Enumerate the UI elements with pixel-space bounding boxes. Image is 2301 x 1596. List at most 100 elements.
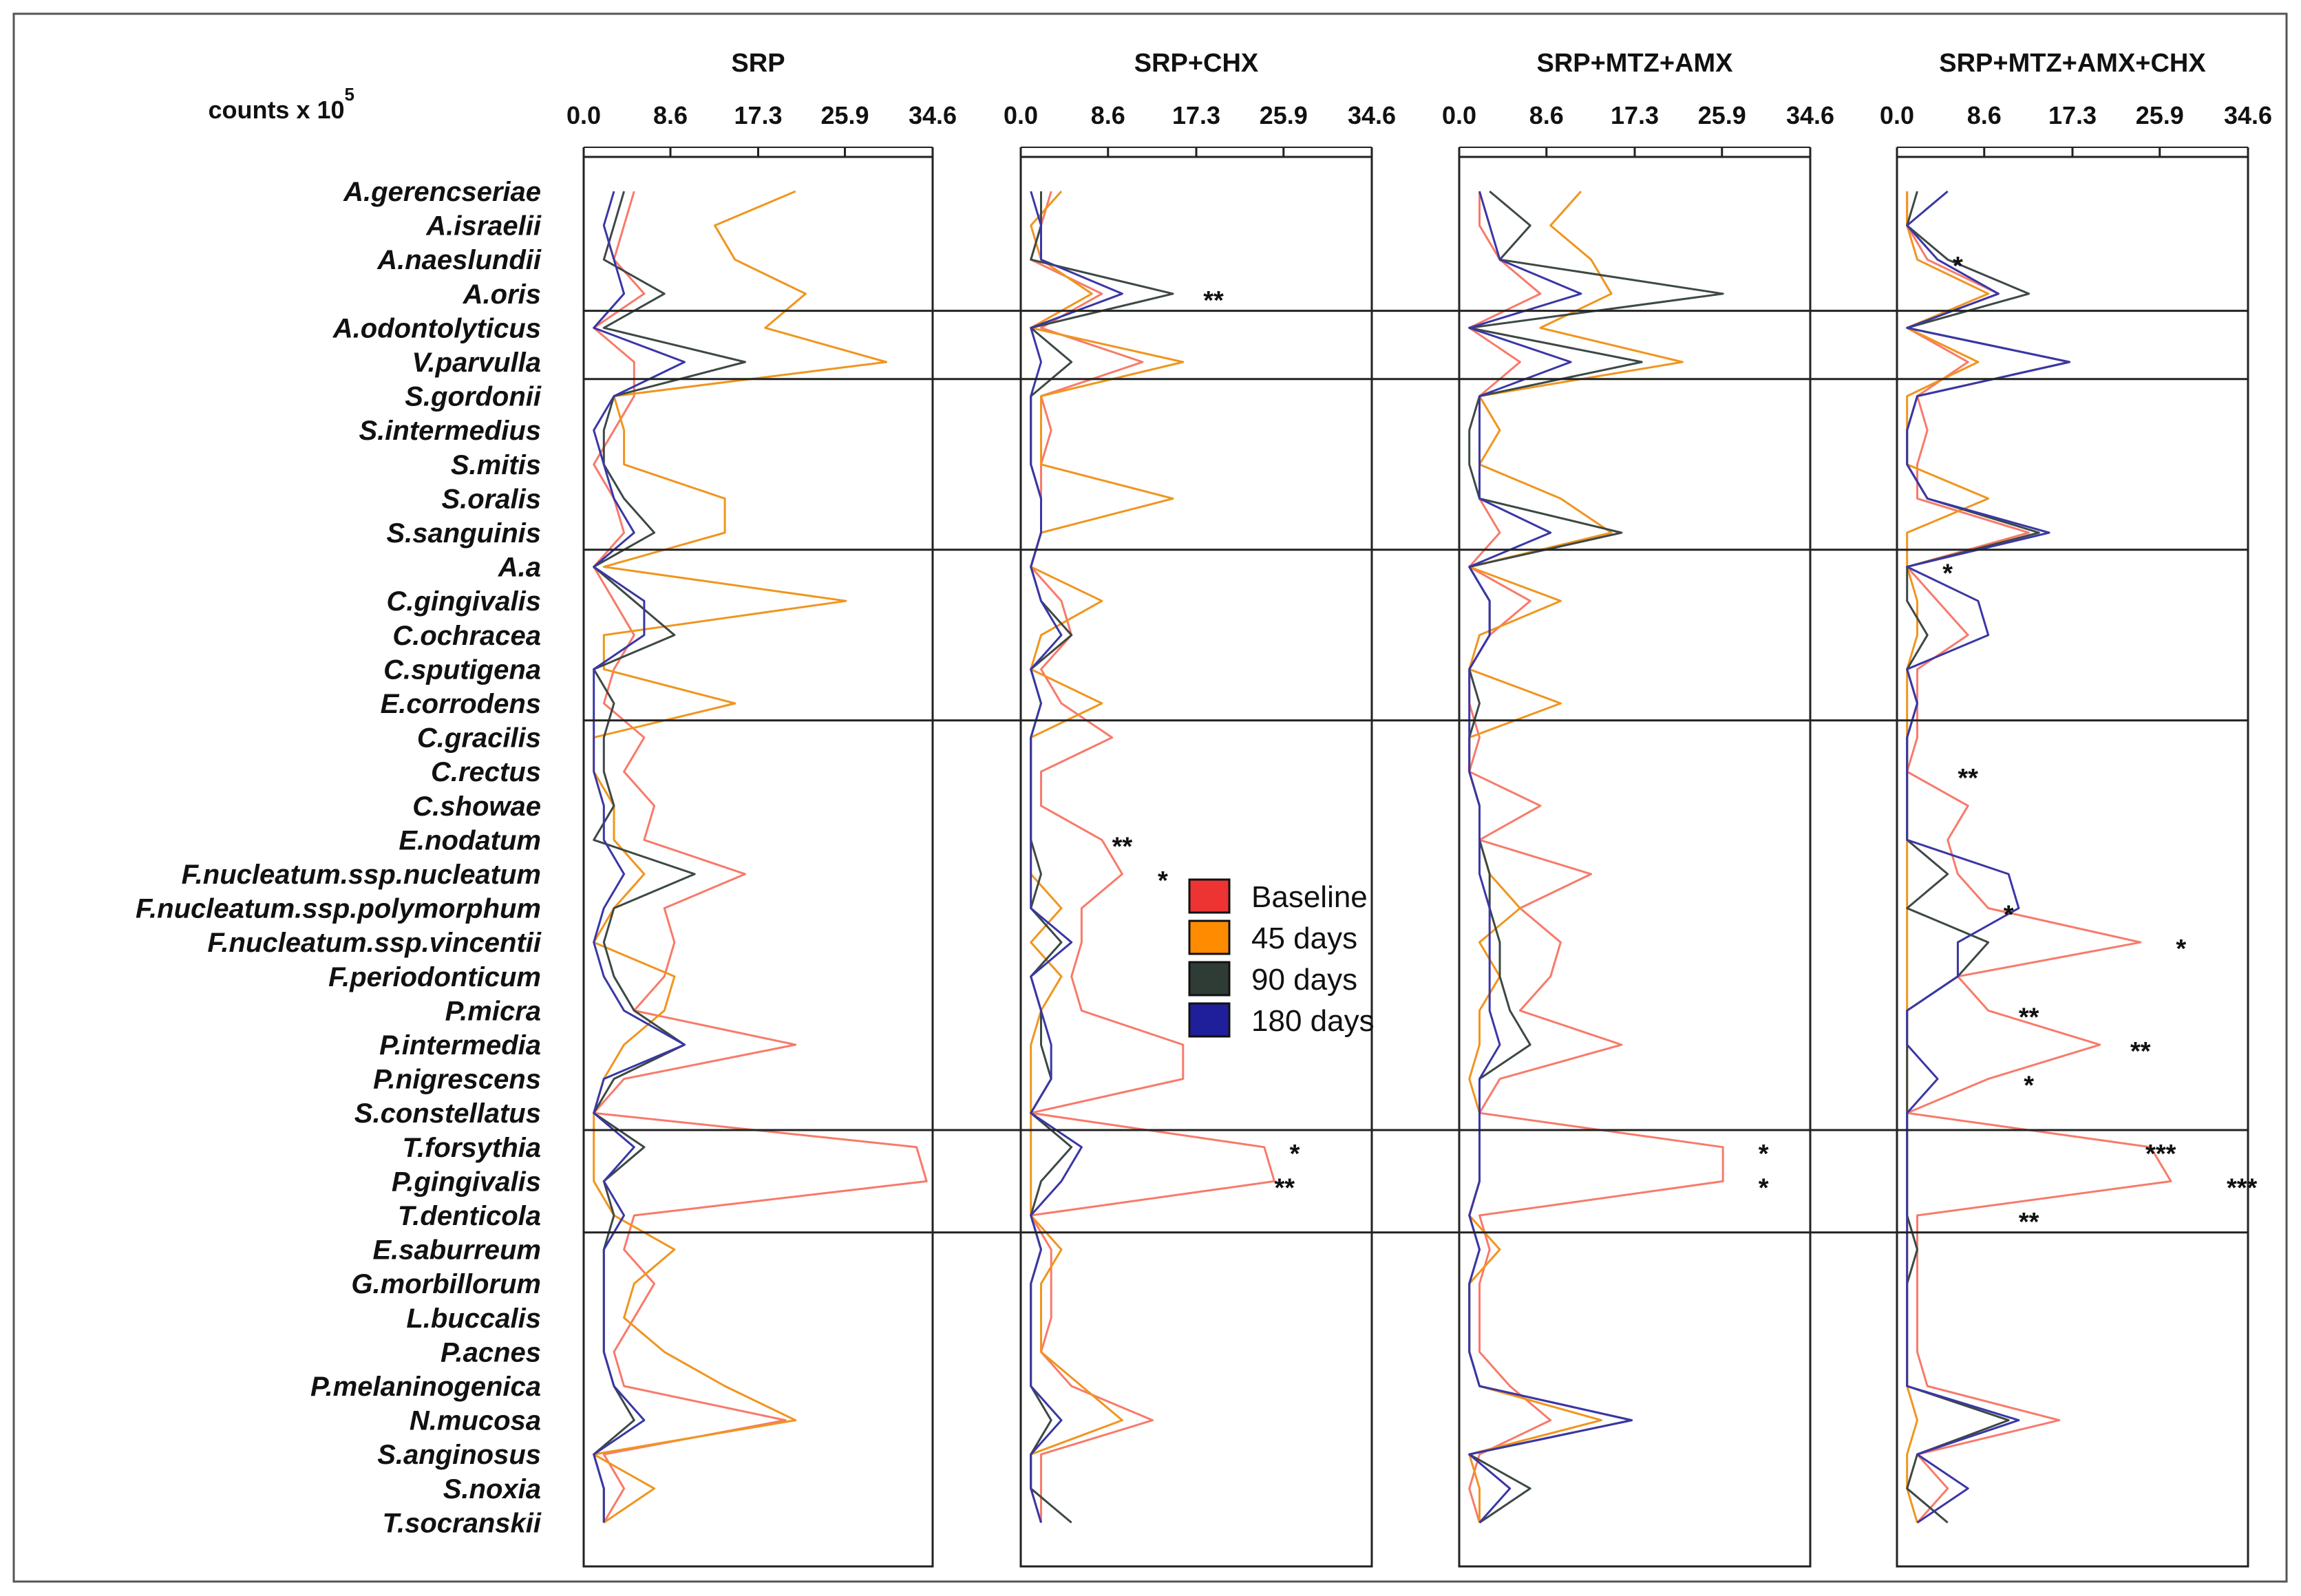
species-label: V.parvulla (412, 348, 541, 378)
species-label: C.showae (412, 791, 541, 822)
series-line-baseline (1906, 191, 2172, 1524)
species-label: T.forsythia (402, 1133, 541, 1163)
species-label: S.constellatus (354, 1098, 541, 1129)
species-label: T.denticola (398, 1201, 541, 1231)
species-label: F.periodonticum (328, 962, 541, 992)
panel-title: SRP+MTZ+AMX+CHX (1939, 49, 2206, 78)
significance-marker: * (2024, 1072, 2034, 1100)
series-line-180-days (593, 191, 686, 1523)
legend-label: 180 days (1251, 1004, 1375, 1038)
species-label: A.oris (463, 279, 541, 310)
x-tick-label: 8.6 (1091, 101, 1125, 129)
species-label: A.gerencseriae (343, 177, 541, 207)
x-tick-label: 17.3 (1172, 101, 1220, 129)
x-tick-label: 17.3 (734, 101, 782, 129)
x-tick-label: 25.9 (1698, 101, 1746, 129)
species-label: C.ochracea (392, 621, 541, 651)
x-tick-label: 8.6 (653, 101, 688, 129)
significance-marker: * (1158, 866, 1168, 895)
species-label: P.acnes (441, 1337, 541, 1368)
series-line-90-days (1030, 191, 1174, 1524)
significance-marker: ** (2019, 1003, 2039, 1032)
species-label: S.sanguinis (387, 518, 542, 549)
significance-marker: ** (2130, 1037, 2151, 1066)
series-line-180-days (1030, 191, 1123, 1523)
x-tick-label: 8.6 (1967, 101, 2002, 129)
species-label: F.nucleatum.ssp.vincentii (207, 928, 541, 958)
panel-frame (1896, 156, 2249, 1568)
significance-marker: * (2004, 901, 2014, 930)
x-tick-label: 25.9 (2136, 101, 2184, 129)
species-label: S.intermedius (359, 416, 541, 446)
legend-swatch (1188, 1002, 1231, 1038)
x-tick-label: 0.0 (1442, 101, 1476, 129)
legend-label: Baseline (1251, 880, 1368, 914)
species-label: E.saburreum (372, 1235, 541, 1266)
x-tick-label: 17.3 (1611, 101, 1659, 129)
series-line-90-days (1906, 191, 2071, 1524)
species-label: A.odontolyticus (332, 313, 541, 343)
panel-title: SRP (731, 49, 785, 78)
species-label: E.corrodens (381, 689, 541, 719)
figure-frame (12, 12, 2288, 1583)
series-line-baseline (593, 191, 928, 1524)
species-label: S.mitis (451, 450, 541, 480)
species-label: S.anginosus (377, 1440, 541, 1470)
species-label: P.intermedia (379, 1030, 541, 1061)
legend-label: 90 days (1251, 963, 1357, 997)
series-line-45-days (1906, 191, 1990, 1523)
x-tick-label: 34.6 (1348, 101, 1396, 129)
significance-marker: * (1759, 1140, 1769, 1169)
panels: SRP 0.0 8.6 17.3 25.9 34.6 SRP+CHX 0.0 8.6 17.3 25… (566, 49, 2272, 1568)
species-label: S.oralis (441, 484, 541, 514)
species-label: C.gingivalis (387, 586, 542, 617)
panel-4: SRP+MTZ+AMX+CHX 0.0 8.6 17.3 25.9 34.6 (1880, 49, 2272, 1568)
x-tick-label: 0.0 (1880, 101, 1914, 129)
species-label: P.gingivalis (392, 1167, 541, 1197)
x-tick-label: 0.0 (1004, 101, 1038, 129)
species-label: C.sputigena (383, 655, 541, 685)
series-line-180-days (1906, 190, 2071, 1524)
legend-swatch (1188, 878, 1231, 914)
x-tick-label: 25.9 (820, 101, 869, 129)
species-label: A.a (498, 553, 541, 583)
species-label: P.nigrescens (373, 1065, 541, 1095)
legend-swatch (1188, 919, 1231, 955)
panel-frame (1019, 156, 1373, 1568)
series-line-baseline (1030, 191, 1275, 1523)
significance-marker: ** (1112, 832, 1133, 861)
panel-title: SRP+CHX (1134, 49, 1259, 78)
panel-frame (582, 156, 934, 1568)
significance-marker: * (1759, 1173, 1769, 1202)
species-label: A.israelii (425, 211, 542, 242)
series-line-90-days (593, 191, 746, 1523)
species-label: F.nucleatum.ssp.polymorphum (136, 894, 541, 924)
series-line-180-days (1468, 191, 1633, 1524)
x-tick-label: 17.3 (2048, 101, 2097, 129)
significance-marker: *** (2227, 1173, 2258, 1202)
x-tick-label: 34.6 (2224, 101, 2272, 129)
species-label: G.morbillorum (351, 1269, 541, 1299)
significance-marker: * (1953, 252, 1963, 281)
x-tick-label: 25.9 (1260, 101, 1308, 129)
significance-marker: ** (1958, 764, 1978, 793)
legend: Baseline 45 days 90 days 180 days (1188, 878, 1375, 1038)
species-label: T.socranskii (383, 1508, 542, 1538)
significance-marker: ** (1203, 286, 1224, 315)
species-label: N.mucosa (410, 1406, 541, 1436)
significance-marker: * (1290, 1140, 1300, 1169)
species-label: P.melaninogenica (310, 1372, 541, 1402)
significance-marker: ** (1274, 1173, 1295, 1202)
species-label: C.gracilis (417, 723, 541, 754)
significance-marker: ** (2019, 1208, 2039, 1237)
panel-1: SRP 0.0 8.6 17.3 25.9 34.6 (566, 49, 957, 1568)
significance-marker: * (2176, 935, 2186, 964)
species-label: L.buccalis (406, 1304, 541, 1334)
legend-label: 45 days (1251, 922, 1357, 955)
x-tick-label: 34.6 (909, 101, 957, 129)
x-tick-label: 0.0 (566, 101, 601, 129)
species-label: P.micra (445, 996, 541, 1026)
significance-marker: * (1942, 560, 1953, 588)
